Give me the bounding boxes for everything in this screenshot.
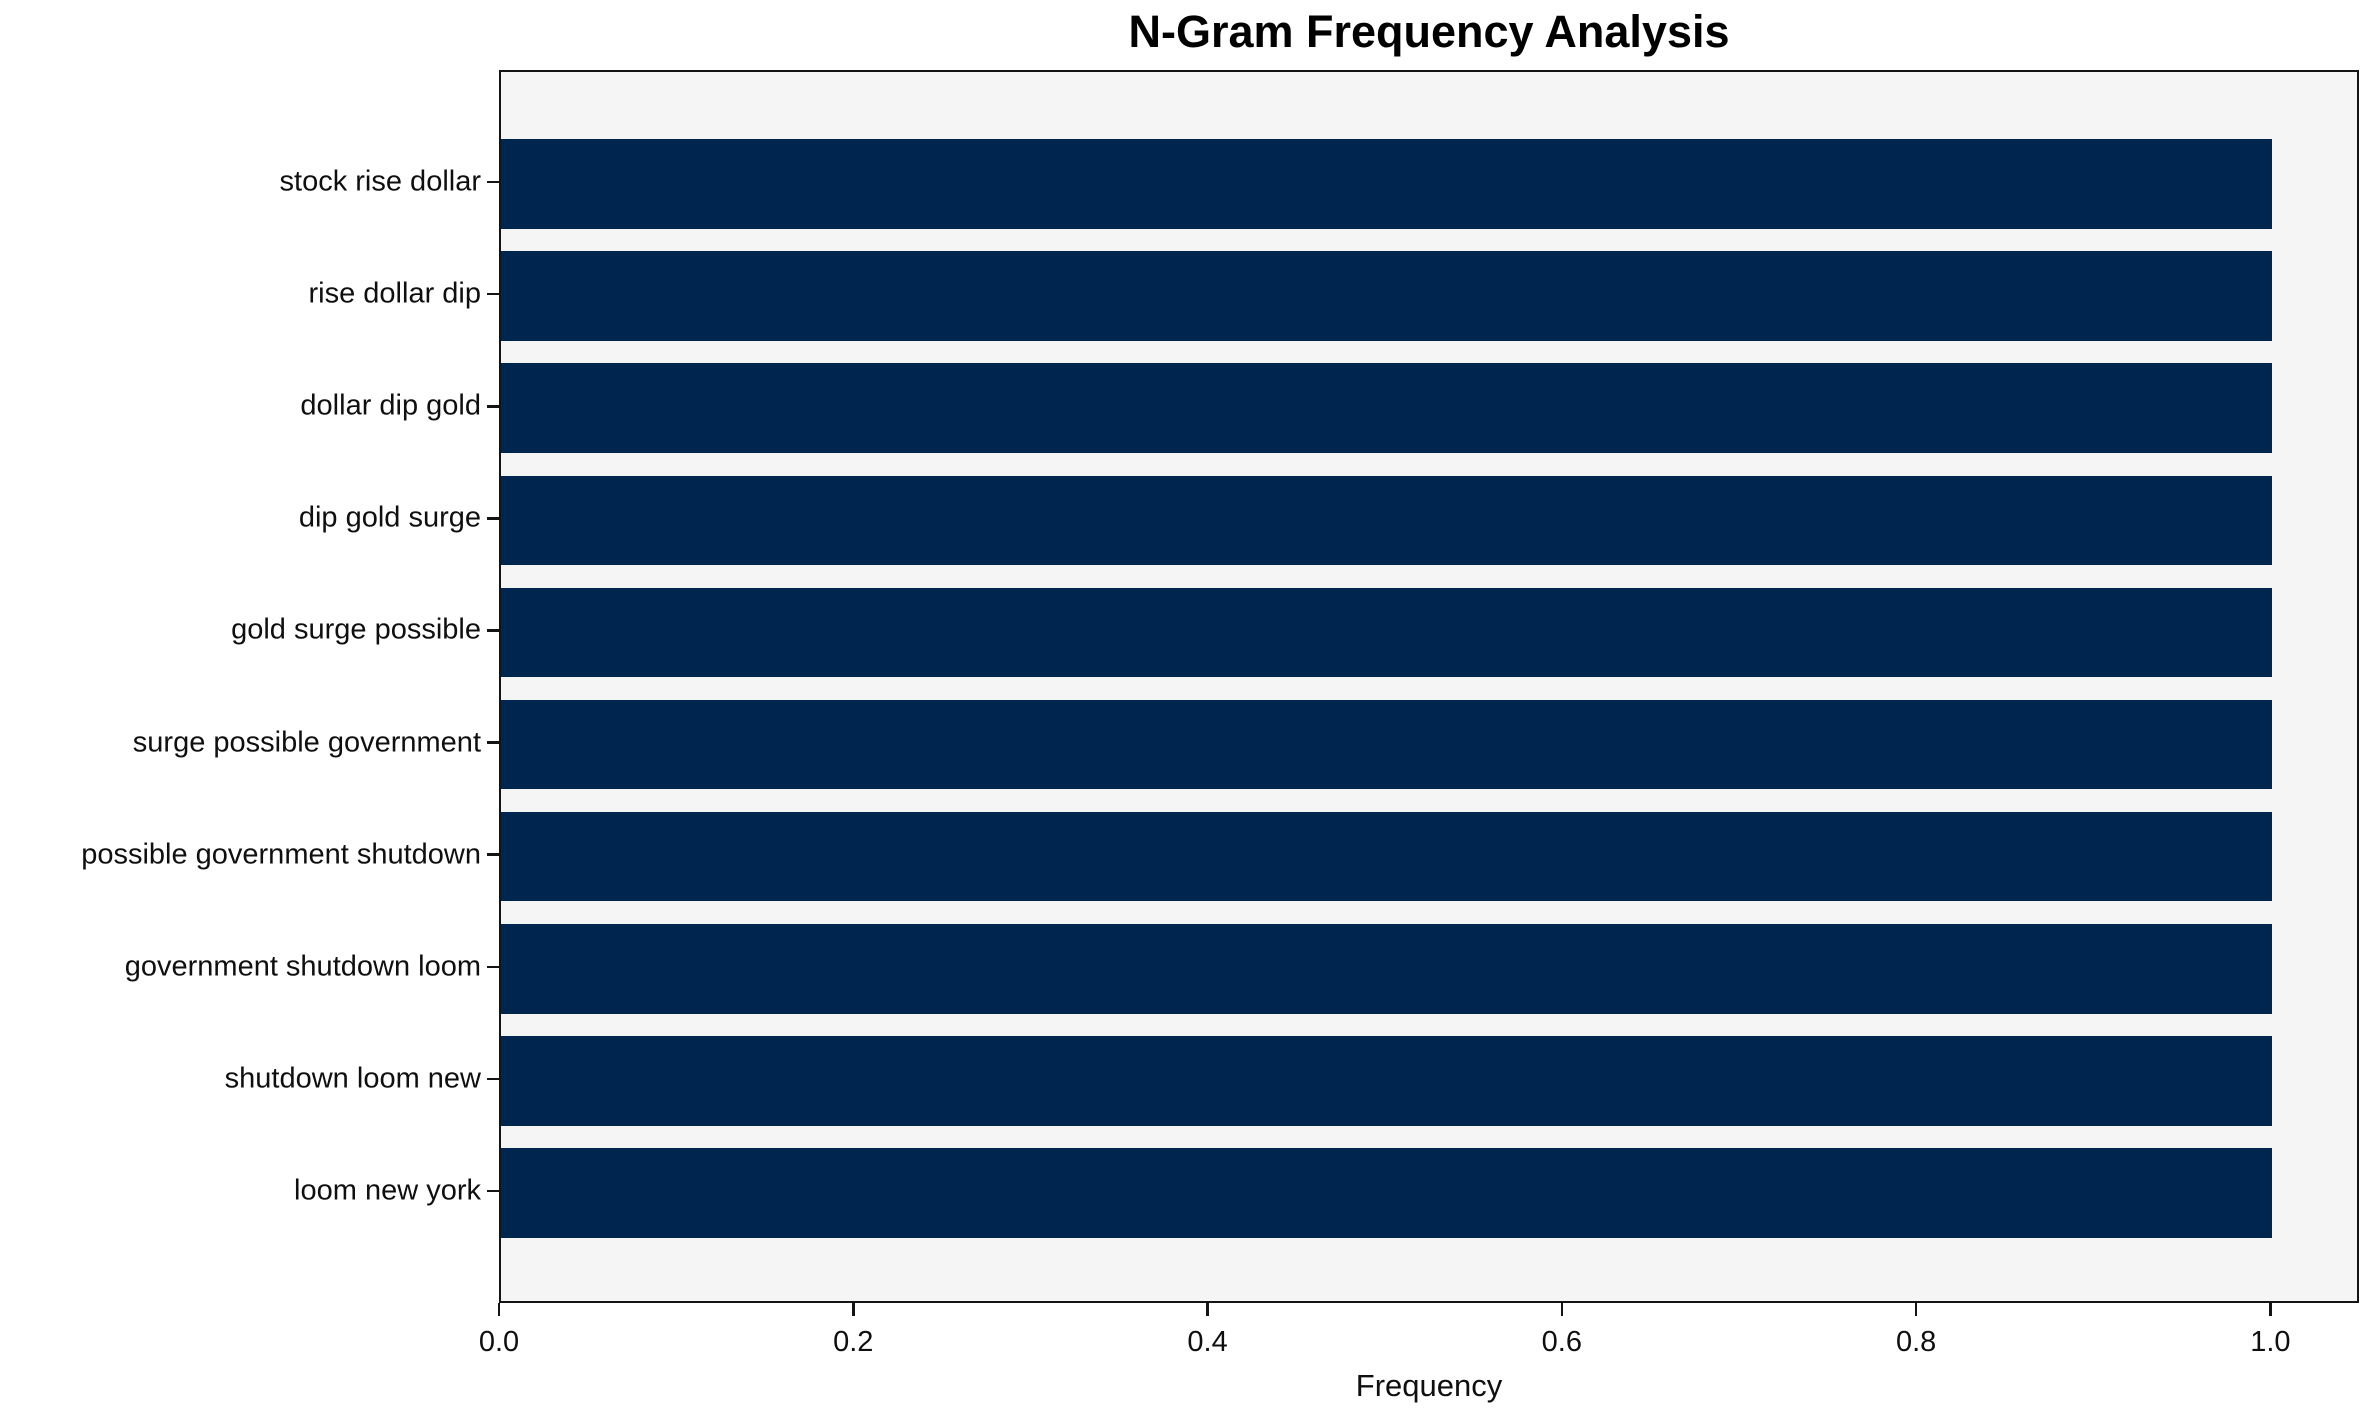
x-tick-mark bbox=[2269, 1303, 2272, 1316]
x-tick-label: 0.0 bbox=[478, 1326, 520, 1358]
y-tick-mark bbox=[487, 517, 499, 520]
bar-gold-surge-possible bbox=[501, 587, 2273, 678]
x-tick-label: 0.6 bbox=[1541, 1326, 1582, 1358]
y-tick-label: surge possible government bbox=[132, 726, 481, 759]
y-tick-mark bbox=[487, 292, 499, 296]
y-tick-label: gold surge possible bbox=[231, 613, 481, 646]
chart-title: N-Gram Frequency Analysis bbox=[1128, 6, 1730, 57]
x-tick-label: 0.8 bbox=[1895, 1326, 1937, 1358]
x-tick-mark bbox=[1206, 1303, 1209, 1316]
x-tick-label: 1.0 bbox=[2250, 1326, 2291, 1358]
y-tick-mark bbox=[487, 405, 499, 408]
y-tick-label: loom new york bbox=[294, 1174, 481, 1207]
bar-loom-new-york bbox=[501, 1148, 2273, 1238]
y-tick-label: possible government shutdown bbox=[81, 838, 481, 871]
x-tick-mark bbox=[497, 1303, 501, 1316]
x-tick-label: 0.2 bbox=[833, 1326, 874, 1358]
bar-surge-possible-government bbox=[501, 699, 2273, 790]
bar-shutdown-loom-new bbox=[501, 1036, 2273, 1126]
y-tick-label: government shutdown loom bbox=[124, 950, 481, 983]
x-axis-label: Frequency bbox=[1355, 1368, 1503, 1403]
y-tick-label: stock rise dollar bbox=[279, 165, 481, 198]
y-tick-mark bbox=[487, 1189, 499, 1193]
bar-dollar-dip-gold bbox=[501, 363, 2273, 454]
bar-stock-rise-dollar bbox=[501, 139, 2273, 229]
y-tick-label: shutdown loom new bbox=[224, 1062, 481, 1095]
y-tick-mark bbox=[487, 629, 499, 632]
bar-dip-gold-surge bbox=[501, 475, 2273, 566]
y-tick-mark bbox=[487, 965, 499, 968]
x-tick-mark bbox=[1560, 1303, 1564, 1316]
bar-rise-dollar-dip bbox=[501, 251, 2273, 341]
x-tick-mark bbox=[1914, 1303, 1918, 1316]
y-tick-mark bbox=[487, 741, 499, 744]
x-tick-mark bbox=[852, 1303, 855, 1316]
y-tick-label: dip gold surge bbox=[298, 501, 481, 534]
plot-area bbox=[499, 70, 2359, 1303]
y-tick-label: rise dollar dip bbox=[308, 277, 481, 310]
x-tick-label: 0.4 bbox=[1187, 1326, 1228, 1358]
bar-possible-government-shutdown bbox=[501, 811, 2273, 902]
y-tick-mark bbox=[487, 853, 499, 856]
y-tick-label: dollar dip gold bbox=[300, 389, 481, 422]
bar-government-shutdown-loom bbox=[501, 923, 2273, 1014]
y-tick-mark bbox=[487, 1077, 499, 1081]
y-tick-mark bbox=[487, 180, 499, 184]
